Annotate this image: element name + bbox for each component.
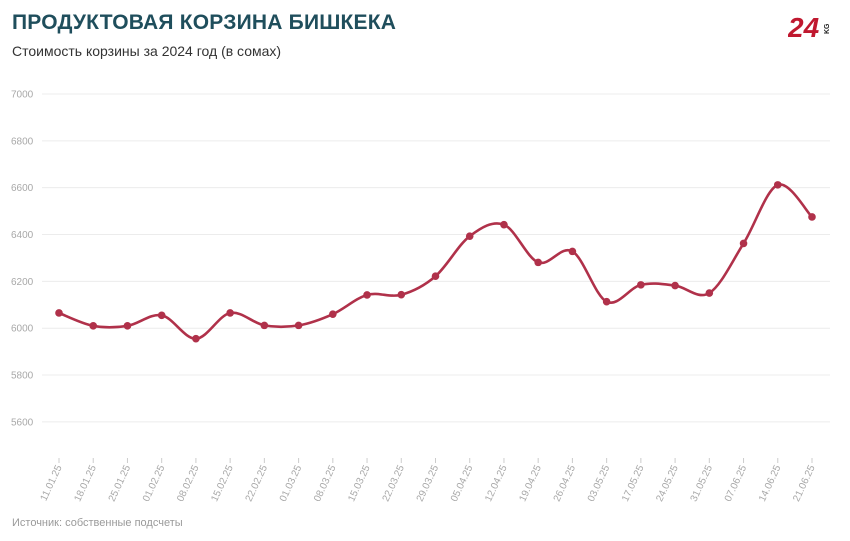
x-tick-label: 17.05.25: [620, 463, 647, 503]
x-tick-label: 22.03.25: [381, 463, 408, 503]
data-point[interactable]: [157, 311, 166, 320]
x-tick-label: 11.01.25: [39, 463, 65, 503]
brand-logo: 24 KG: [787, 12, 832, 43]
x-tick-label: 01.03.25: [278, 463, 305, 503]
x-tick-label: 25.01.25: [107, 463, 134, 503]
y-tick-label: 6200: [11, 277, 34, 288]
y-tick-label: 6400: [11, 230, 34, 241]
data-points: [55, 181, 816, 343]
x-axis-ticks: 11.01.25 18.01.25 25.01.25 01.02.25 08.02.25…: [39, 458, 818, 504]
data-point[interactable]: [637, 281, 645, 289]
x-tick-label: 08.02.25: [175, 463, 202, 503]
x-tick-label: 15.02.25: [209, 463, 236, 503]
x-tick-label: 24.05.25: [654, 463, 681, 503]
data-point[interactable]: [465, 232, 474, 240]
x-tick-label: 14.06.25: [757, 463, 784, 503]
y-axis-ticks: 5600 5800 6000 6200 6400 6600 6800 7000: [11, 90, 34, 429]
data-point[interactable]: [397, 290, 406, 299]
x-tick-label: 03.05.25: [586, 463, 613, 503]
data-point[interactable]: [568, 247, 577, 256]
x-tick-label: 26.04.25: [552, 463, 579, 503]
y-tick-label: 5800: [11, 371, 34, 382]
x-tick-label: 19.04.25: [517, 463, 544, 503]
data-point[interactable]: [739, 239, 748, 248]
x-tick-label: 31.05.25: [689, 463, 716, 503]
data-point[interactable]: [773, 181, 782, 189]
data-point[interactable]: [808, 213, 816, 221]
data-point[interactable]: [363, 291, 371, 299]
data-point[interactable]: [294, 321, 303, 330]
data-point[interactable]: [534, 258, 542, 267]
source-note: Источник: собственные подсчеты: [12, 517, 183, 529]
x-tick-label: 18.01.25: [73, 463, 100, 503]
data-point[interactable]: [260, 321, 269, 330]
x-tick-label: 22.02.25: [244, 463, 271, 503]
y-tick-label: 6800: [11, 136, 34, 147]
24kg-logo-icon: 24 KG: [787, 12, 831, 43]
x-tick-label: 05.04.25: [449, 463, 476, 503]
x-tick-label: 21.06.25: [791, 463, 818, 503]
x-tick-label: 01.02.25: [141, 463, 168, 503]
x-tick-label: 07.06.25: [723, 463, 750, 503]
chart-title: ПРОДУКТОВАЯ КОРЗИНА БИШКЕКА: [12, 11, 397, 34]
data-point[interactable]: [671, 281, 679, 290]
y-tick-label: 5600: [11, 417, 34, 428]
data-point[interactable]: [226, 309, 234, 317]
x-tick-label: 12.04.25: [483, 463, 510, 503]
series-line: [57, 183, 814, 341]
x-tick-label: 29.03.25: [415, 463, 442, 503]
y-tick-label: 6600: [11, 183, 34, 194]
data-point[interactable]: [705, 289, 714, 297]
data-point[interactable]: [329, 310, 337, 318]
data-point[interactable]: [55, 309, 63, 317]
data-point[interactable]: [192, 334, 200, 343]
data-point[interactable]: [431, 272, 440, 281]
logo-main-text: 24: [788, 12, 820, 42]
y-tick-label: 7000: [11, 90, 34, 101]
y-tick-label: 6000: [11, 324, 34, 335]
x-tick-label: 15.03.25: [346, 463, 373, 503]
data-point[interactable]: [89, 322, 98, 330]
data-point[interactable]: [500, 220, 508, 229]
chart-subtitle: Стоимость корзины за 2024 год (в сомах): [12, 43, 282, 59]
grid-lines: [42, 93, 830, 423]
x-tick-label: 08.03.25: [312, 463, 339, 503]
logo-sub-text: KG: [824, 23, 831, 34]
data-point[interactable]: [123, 322, 132, 330]
data-point[interactable]: [602, 297, 611, 306]
